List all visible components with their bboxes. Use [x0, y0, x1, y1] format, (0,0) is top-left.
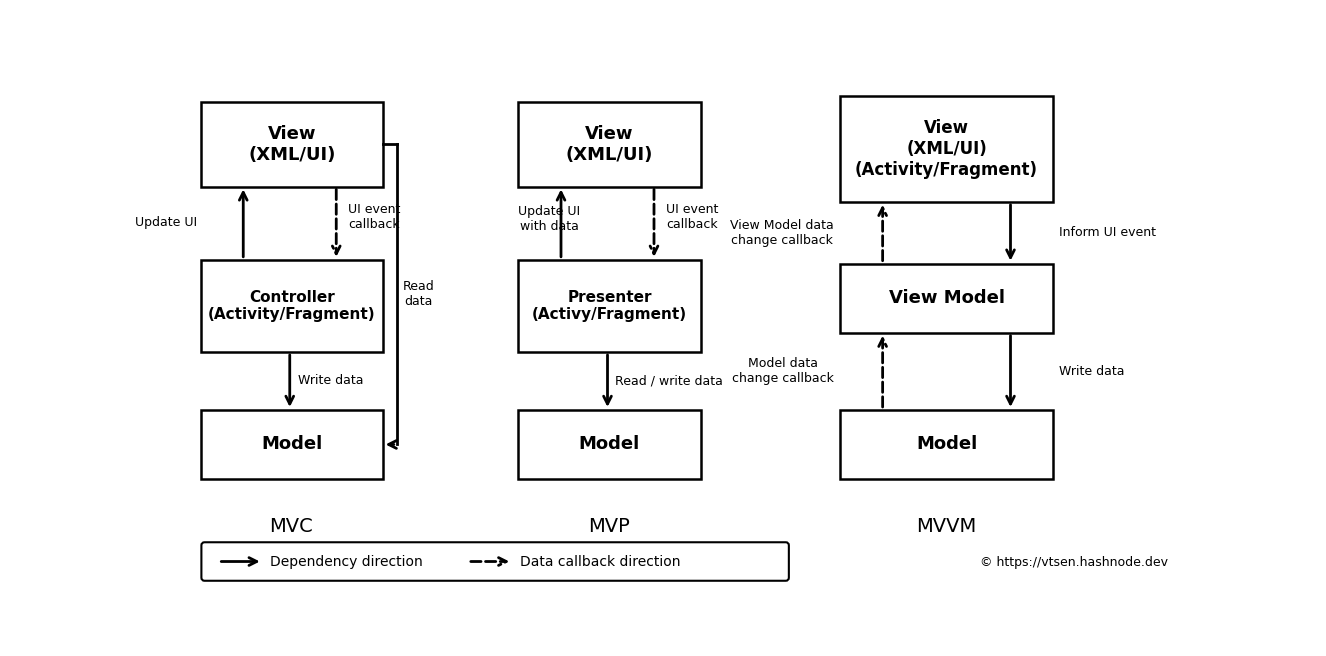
Text: MVC: MVC: [269, 518, 313, 537]
Text: Presenter
(Activy/Fragment): Presenter (Activy/Fragment): [532, 290, 687, 322]
Text: Read / write data: Read / write data: [615, 374, 723, 387]
FancyBboxPatch shape: [518, 410, 700, 479]
Text: Model data
change callback: Model data change callback: [732, 358, 834, 385]
Text: Controller
(Activity/Fragment): Controller (Activity/Fragment): [208, 290, 375, 322]
Text: Write data: Write data: [1059, 365, 1124, 378]
Text: UI event
callback: UI event callback: [666, 203, 717, 230]
FancyBboxPatch shape: [839, 96, 1053, 202]
Text: View
(XML/UI): View (XML/UI): [566, 125, 654, 163]
Text: Model: Model: [261, 436, 322, 453]
Text: Model: Model: [579, 436, 640, 453]
Text: MVVM: MVVM: [916, 518, 976, 537]
Text: Write data: Write data: [297, 374, 363, 387]
Text: Data callback direction: Data callback direction: [520, 554, 680, 569]
Text: Read
data: Read data: [403, 280, 435, 308]
Text: View
(XML/UI): View (XML/UI): [248, 125, 335, 163]
FancyBboxPatch shape: [518, 102, 700, 186]
Text: View
(XML/UI)
(Activity/Fragment): View (XML/UI) (Activity/Fragment): [855, 119, 1038, 178]
Text: MVP: MVP: [589, 518, 630, 537]
Text: Inform UI event: Inform UI event: [1059, 226, 1156, 239]
Text: Model: Model: [916, 436, 977, 453]
FancyBboxPatch shape: [202, 543, 789, 581]
FancyBboxPatch shape: [518, 260, 700, 352]
Text: UI event
callback: UI event callback: [347, 203, 400, 230]
Text: Update UI
with data: Update UI with data: [518, 205, 581, 233]
Text: Dependency direction: Dependency direction: [271, 554, 423, 569]
Text: Update UI: Update UI: [135, 216, 196, 229]
Text: View Model data
change callback: View Model data change callback: [731, 218, 834, 247]
FancyBboxPatch shape: [839, 410, 1053, 479]
FancyBboxPatch shape: [839, 264, 1053, 333]
FancyBboxPatch shape: [200, 260, 383, 352]
FancyBboxPatch shape: [200, 102, 383, 186]
Text: © https://vtsen.hashnode.dev: © https://vtsen.hashnode.dev: [980, 556, 1167, 569]
Text: View Model: View Model: [888, 289, 1005, 307]
FancyBboxPatch shape: [200, 410, 383, 479]
